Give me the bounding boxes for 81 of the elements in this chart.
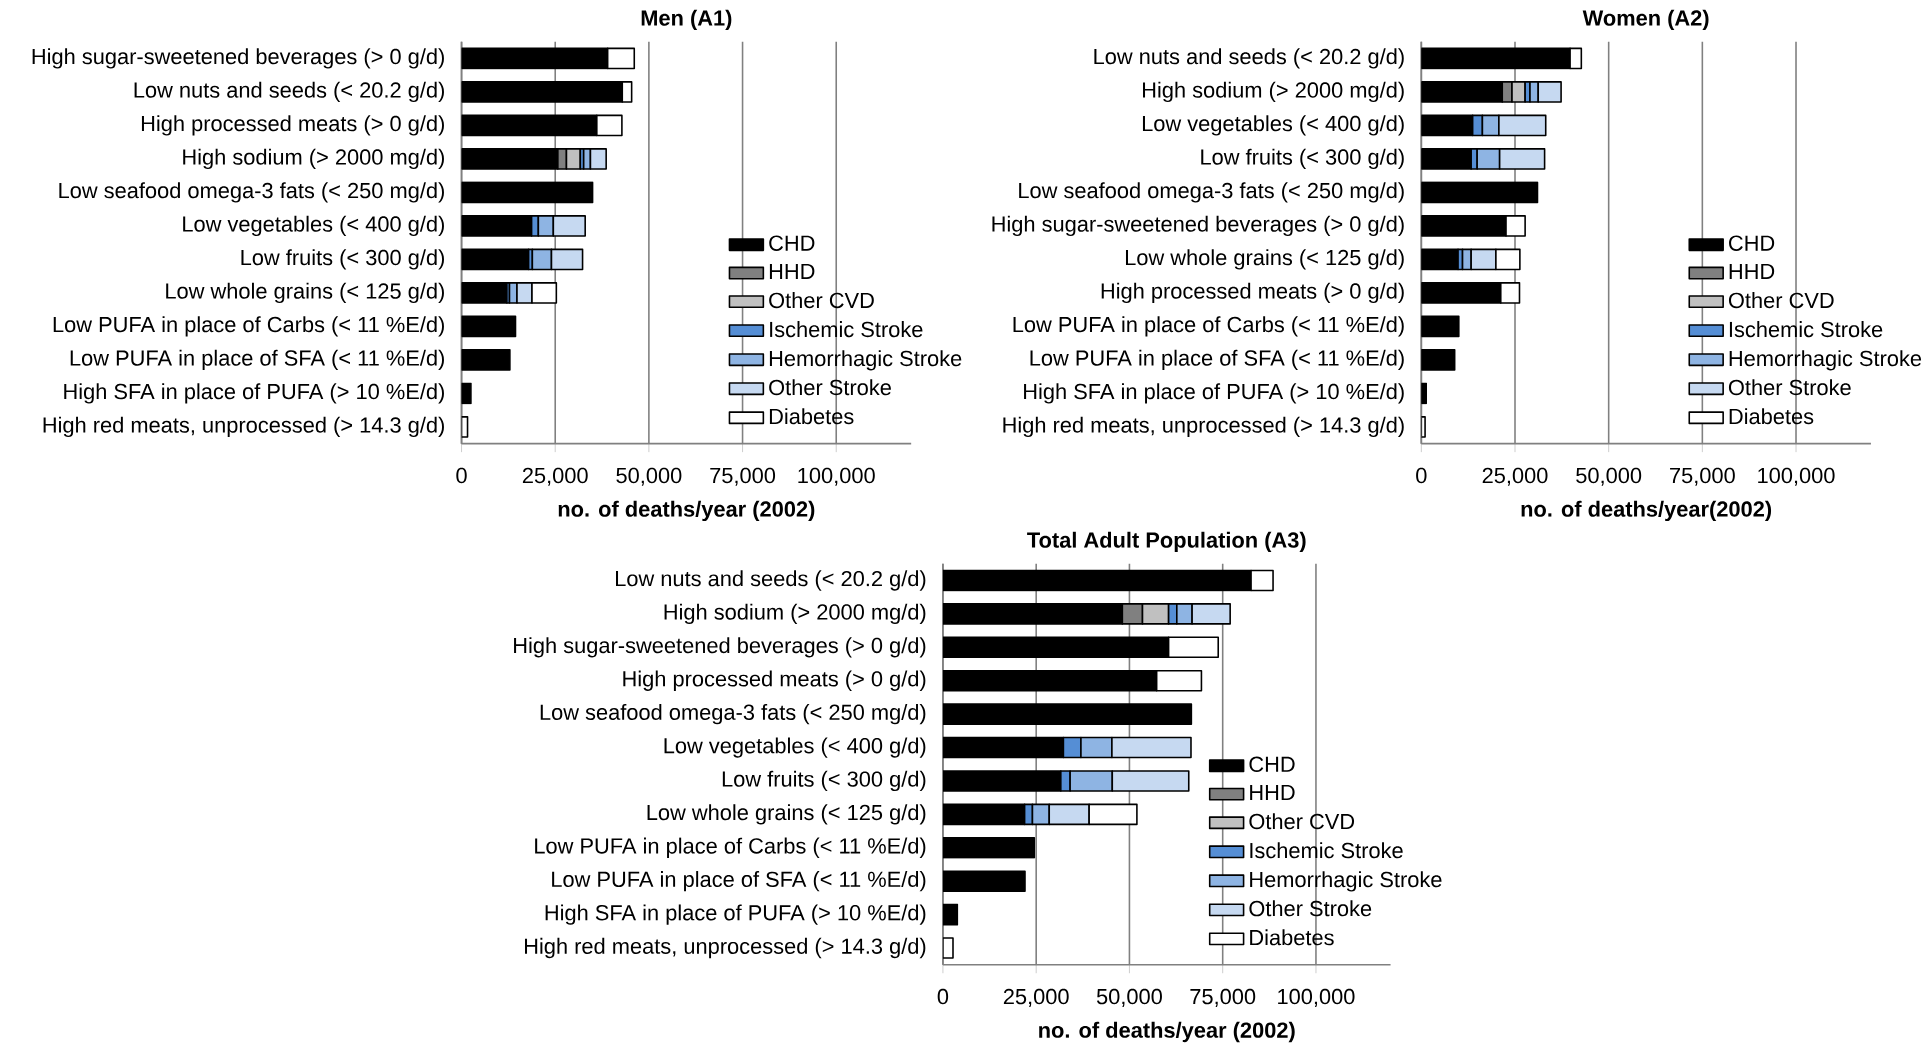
y-tick-label: Low fruits (< 300 g/d) [722,770,926,791]
legend-label: Other Stroke [1728,378,1851,395]
y-tick-label: Low whole grains (< 125 g/d) [647,803,926,825]
x-tick-label: 100,000 [1758,467,1835,486]
y-tick-label: High red meats, unprocessed (> 14.3 g/d) [1003,416,1404,437]
y-tick-label: High SFA in place of PUFA (> 10 %E/d) [64,383,444,404]
y-tick-label: Low PUFA in place of Carbs (< 11 %E/d) [1013,316,1404,337]
y-tick-label: Low PUFA in place of SFA (< 11 %E/d) [70,349,444,370]
x-tick-label: 75,000 [1670,467,1735,486]
y-tick-label: High sugar-sweetened beverages (> 0 g/d) [32,48,444,69]
legend-label: Hemorrhagic Stroke [1250,871,1442,892]
y-tick-label: High sugar-sweetened beverages (> 0 g/d) [992,215,1404,236]
y-tick-label: High red meats, unprocessed (> 14.3 g/d) [525,937,926,958]
x-tick-label: 25,000 [522,467,588,486]
legend-label: HHD [769,263,815,279]
y-tick-label: Low seafood omega-3 fats (< 250 mg/d) [59,182,444,203]
bar [461,382,472,405]
x-tick-label: 0 [456,467,467,483]
y-tick-label: Low whole grains (< 125 g/d) [1125,249,1404,270]
chart-title: Women (A2) [1582,9,1709,30]
legend-label: CHD [1249,756,1295,772]
legend-label: Diabetes [1250,929,1334,946]
legend-label: Hemorrhagic Stroke [769,349,962,371]
x-tick-label: 100,000 [1278,988,1355,1007]
y-tick-label: Low vegetables (< 400 g/d) [1142,115,1404,136]
chart-title: Total Adult Population (A3) [1027,531,1306,552]
y-tick-label: High sugar-sweetened beverages (> 0 g/d) [514,636,926,658]
legend-label: CHD [1729,235,1775,251]
legend-label: Diabetes [769,407,854,425]
y-tick-label: High processed meats (> 0 g/d) [623,670,926,691]
y-tick-label: High processed meats (> 0 g/d) [141,115,444,136]
y-tick-label: Low PUFA in place of Carbs (< 11 %E/d) [535,837,926,858]
y-tick-label: High sodium (> 2000 mg/d) [183,148,444,169]
legend-label: Other CVD [769,291,874,308]
legend-label: Other Stroke [769,378,891,395]
y-tick-label: High red meats, unprocessed (> 14.3 g/d) [43,416,444,437]
bar [942,836,1036,859]
y-tick-label: Low PUFA in place of SFA (< 11 %E/d) [552,870,926,892]
y-tick-label: High sodium (> 2000 mg/d) [664,603,926,624]
legend-label: Ischemic Stroke [1729,320,1883,337]
y-tick-label: Low seafood omega-3 fats (< 250 mg/d) [1019,182,1404,203]
legend-label: Other Stroke [1249,900,1372,917]
legend-label: Ischemic Stroke [1250,842,1403,859]
x-axis-title: no. of deaths/year(2002) [1521,500,1772,521]
legend-label: Hemorrhagic Stroke [1729,349,1922,371]
legend-label: CHD [769,235,815,251]
x-tick-label: 0 [1416,467,1427,483]
x-tick-label: 25,000 [1482,467,1548,486]
x-tick-label: 50,000 [1096,988,1162,1007]
y-tick-label: Low PUFA in place of Carbs (< 11 %E/d) [53,316,444,337]
y-tick-label: Low vegetables (< 400 g/d) [664,737,926,758]
x-axis-title: no. of deaths/year (2002) [1039,1021,1295,1042]
x-tick-label: 100,000 [798,467,875,486]
chart-title: Men (A1) [641,9,732,30]
y-tick-label: High processed meats (> 0 g/d) [1101,282,1404,303]
legend-label: Other CVD [1249,812,1355,830]
x-tick-label: 0 [937,988,949,1005]
x-tick-label: 50,000 [1576,467,1642,486]
y-tick-label: Low nuts and seeds (< 20.2 g/d) [616,570,926,591]
legend-label: Ischemic Stroke [770,320,923,337]
legend-label: Other CVD [1728,291,1834,308]
x-tick-label: 75,000 [710,467,776,486]
y-tick-label: Low nuts and seeds (< 20.2 g/d) [134,81,444,102]
y-tick-label: Low PUFA in place of SFA (< 11 %E/d) [1030,349,1404,370]
y-tick-label: Low whole grains (< 125 g/d) [166,282,444,303]
y-tick-label: High SFA in place of PUFA (> 10 %E/d) [1024,383,1404,404]
x-axis-title: no. of deaths/year (2002) [558,500,815,521]
legend-label: HHD [1250,784,1295,800]
y-tick-label: Low seafood omega-3 fats (< 250 mg/d) [540,703,926,725]
y-tick-label: High sodium (> 2000 mg/d) [1143,81,1404,102]
bar [461,281,508,304]
legend-label: HHD [1729,263,1775,279]
y-tick-label: Low fruits (< 300 g/d) [241,249,444,270]
x-tick-label: 75,000 [1190,988,1256,1007]
y-tick-label: Low vegetables (< 400 g/d) [183,215,444,236]
legend-label: Diabetes [1729,407,1814,425]
x-tick-label: 50,000 [616,467,682,486]
y-tick-label: Low nuts and seeds (< 20.2 g/d) [1094,48,1404,69]
x-tick-label: 25,000 [1003,988,1069,1007]
y-tick-label: Low fruits (< 300 g/d) [1201,148,1404,169]
y-tick-label: High SFA in place of PUFA (> 10 %E/d) [545,904,926,925]
